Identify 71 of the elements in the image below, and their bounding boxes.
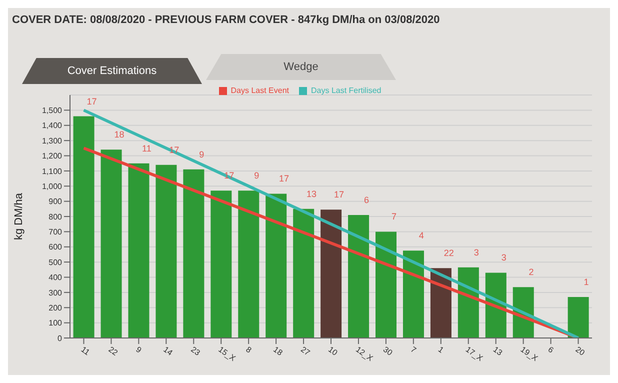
x-tick-label: 10 [326,344,340,358]
bar [128,163,150,338]
bar [402,250,424,338]
annotation: 1 [584,276,589,287]
annotation: 17 [224,170,234,181]
y-tick-label: 1,100 [42,166,63,176]
x-tick-label: 20 [574,344,587,358]
x-tick-label: 22 [106,344,120,358]
legend-label: Days Last Fertilised [311,86,382,95]
bar [458,267,479,338]
y-tick-label: 1,200 [42,152,63,161]
bar [293,208,314,338]
bar [73,116,94,338]
bar [100,150,122,338]
bar [348,214,370,338]
annotation: 17 [86,96,97,106]
chart-title: COVER DATE: 08/08/2020 - PREVIOUS FARM COVER - 847kg DM/ha on 03/08/2020 [12,14,440,26]
y-tick-label: 600 [48,242,63,252]
y-tick-label: 500 [48,258,63,267]
y-tick-label: 1,500 [42,106,63,116]
y-tick-label: 200 [48,303,63,312]
y-tick-label: 100 [48,318,63,328]
annotation: 11 [142,143,152,154]
annotation: 17 [334,190,344,200]
x-tick-label: 18 [272,344,285,358]
x-tick-label: 9 [134,344,144,356]
bar [183,169,204,338]
x-tick-label: 14 [162,344,175,358]
y-tick-label: 0 [58,334,63,343]
x-tick-label: 8 [244,344,254,356]
annotation: 6 [364,194,369,205]
annotation: 3 [501,252,506,263]
tab: Cover Estimations [22,58,202,84]
x-tick-label: 7 [409,344,418,356]
legend-label: Days Last Event [230,86,289,95]
y-axis-title: kg DM/ha [12,192,25,240]
x-tick-label: 13 [491,344,504,358]
y-tick-label: 300 [48,288,63,298]
bar [238,190,260,338]
annotation: 7 [391,212,396,222]
x-tick-label: 30 [382,344,394,358]
y-tick-label: 1,000 [42,182,63,191]
y-tick-label: 700 [48,228,63,237]
bar [485,272,506,338]
annotation: 18 [114,130,124,140]
annotation: 17 [279,174,290,184]
annotation: 9 [199,149,204,160]
bar [156,164,177,338]
annotation: 9 [254,170,260,181]
annotation: 13 [306,188,317,199]
bar [320,210,342,338]
bar [376,232,397,338]
annotation: 3 [474,247,479,258]
annotation: 2 [528,267,534,278]
bar [430,268,452,338]
y-tick-label: 1,300 [42,136,63,146]
annotation: 4 [418,230,424,241]
y-tick-label: 800 [48,212,63,222]
x-tick-label: 27 [299,344,312,358]
x-tick-label: 1 [436,344,446,356]
bar [210,190,232,338]
x-tick-label: 6 [546,344,556,356]
tab: Wedge [206,54,396,80]
y-tick-label: 400 [48,273,63,282]
annotation: 22 [444,248,454,258]
y-tick-label: 1,400 [42,121,63,130]
bar [266,194,287,338]
x-tick-label: 11 [79,344,92,358]
y-tick-label: 900 [48,197,63,206]
bar [568,296,589,338]
x-tick-label: 23 [189,344,202,358]
